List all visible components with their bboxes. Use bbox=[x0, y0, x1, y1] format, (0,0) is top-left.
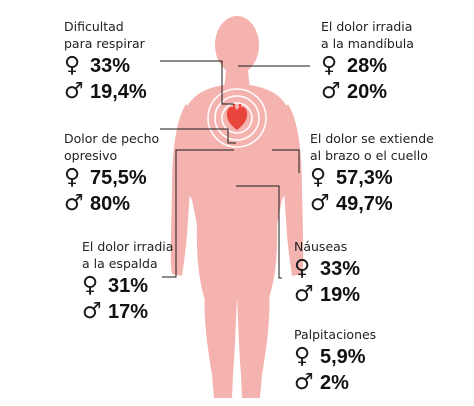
symptom-dolor-pecho: Dolor de pecho opresivo ♀ 75,5% ♂ 80% bbox=[64, 130, 159, 216]
symptom-label: Dolor de pecho bbox=[64, 131, 160, 146]
female-stat: ♀ 28% bbox=[321, 54, 414, 78]
leader-line-dificultad bbox=[160, 60, 234, 105]
left-arm bbox=[170, 104, 196, 276]
male-icon: ♂ bbox=[294, 370, 314, 395]
female-icon: ♀ bbox=[64, 165, 81, 190]
left-leg bbox=[204, 290, 237, 398]
female-icon: ♀ bbox=[321, 53, 338, 78]
female-icon: ♀ bbox=[294, 256, 311, 281]
symptom-label: El dolor se extiende bbox=[310, 131, 434, 146]
symptom-label: opresivo bbox=[64, 148, 118, 163]
male-value: 80% bbox=[90, 193, 131, 215]
male-value: 17% bbox=[108, 301, 149, 323]
right-leg bbox=[237, 290, 270, 398]
heart-icon bbox=[226, 106, 248, 130]
male-icon: ♂ bbox=[321, 79, 341, 104]
symptom-mandibula: El dolor irradia a la mandíbula ♀ 28% ♂ … bbox=[321, 18, 414, 104]
male-stat: ♂ 17% bbox=[82, 300, 173, 324]
torso bbox=[179, 85, 295, 300]
male-value: 19,4% bbox=[90, 81, 147, 103]
male-icon: ♂ bbox=[64, 79, 84, 104]
woman-silhouette bbox=[170, 16, 304, 398]
leader-line-espalda bbox=[162, 149, 234, 278]
male-stat: ♂ 19,4% bbox=[64, 80, 147, 104]
symptom-label: Palpitaciones bbox=[294, 327, 377, 342]
symptom-label: a la espalda bbox=[82, 256, 158, 271]
male-stat: ♂ 20% bbox=[321, 80, 414, 104]
female-icon: ♀ bbox=[64, 53, 81, 78]
male-icon: ♂ bbox=[310, 191, 330, 216]
right-arm bbox=[278, 104, 304, 276]
symptom-label: Náuseas bbox=[294, 239, 348, 254]
male-value: 20% bbox=[347, 81, 388, 103]
symptom-label: El dolor irradia bbox=[82, 239, 174, 254]
symptom-label: a la mandíbula bbox=[321, 36, 414, 51]
female-value: 31% bbox=[108, 275, 149, 297]
female-stat: ♀ 31% bbox=[82, 274, 173, 298]
female-value: 33% bbox=[320, 258, 361, 280]
female-stat: ♀ 33% bbox=[294, 257, 360, 281]
symptom-nauseas: Náuseas ♀ 33% ♂ 19% bbox=[294, 238, 360, 307]
male-icon: ♂ bbox=[294, 282, 314, 307]
female-value: 75,5% bbox=[90, 167, 147, 189]
male-stat: ♂ 80% bbox=[64, 192, 159, 216]
female-stat: ♀ 57,3% bbox=[310, 166, 434, 190]
female-stat: ♀ 75,5% bbox=[64, 166, 159, 190]
symptom-label: para respirar bbox=[64, 36, 145, 51]
symptom-label: al brazo o el cuello bbox=[310, 148, 428, 163]
symptom-label: Dificultad bbox=[64, 19, 124, 34]
female-stat: ♀ 5,9% bbox=[294, 345, 376, 369]
symptom-dificultad-respirar: Dificultad para respirar ♀ 33% ♂ 19,4% bbox=[64, 18, 147, 104]
leader-line-nauseas bbox=[236, 185, 282, 279]
female-icon: ♀ bbox=[310, 165, 327, 190]
head bbox=[215, 16, 259, 74]
male-stat: ♂ 2% bbox=[294, 371, 376, 395]
female-icon: ♀ bbox=[82, 273, 99, 298]
female-value: 28% bbox=[347, 55, 388, 77]
male-value: 49,7% bbox=[336, 193, 393, 215]
female-value: 33% bbox=[90, 55, 131, 77]
female-stat: ♀ 33% bbox=[64, 54, 147, 78]
leader-line-brazo bbox=[272, 149, 300, 173]
heart-marker bbox=[207, 88, 267, 148]
leader-line-pecho bbox=[160, 128, 236, 144]
symptom-brazo-cuello: El dolor se extiende al brazo o el cuell… bbox=[310, 130, 434, 216]
male-stat: ♂ 19% bbox=[294, 283, 360, 307]
female-value: 5,9% bbox=[320, 346, 366, 368]
male-icon: ♂ bbox=[64, 191, 84, 216]
male-value: 2% bbox=[320, 372, 349, 394]
leader-lines bbox=[160, 60, 310, 279]
female-value: 57,3% bbox=[336, 167, 393, 189]
symptom-label: El dolor irradia bbox=[321, 19, 413, 34]
male-value: 19% bbox=[320, 284, 361, 306]
symptom-palpitaciones: Palpitaciones ♀ 5,9% ♂ 2% bbox=[294, 326, 376, 395]
symptom-espalda: El dolor irradia a la espalda ♀ 31% ♂ 17… bbox=[82, 238, 173, 324]
male-icon: ♂ bbox=[82, 299, 102, 324]
female-icon: ♀ bbox=[294, 344, 311, 369]
male-stat: ♂ 49,7% bbox=[310, 192, 434, 216]
